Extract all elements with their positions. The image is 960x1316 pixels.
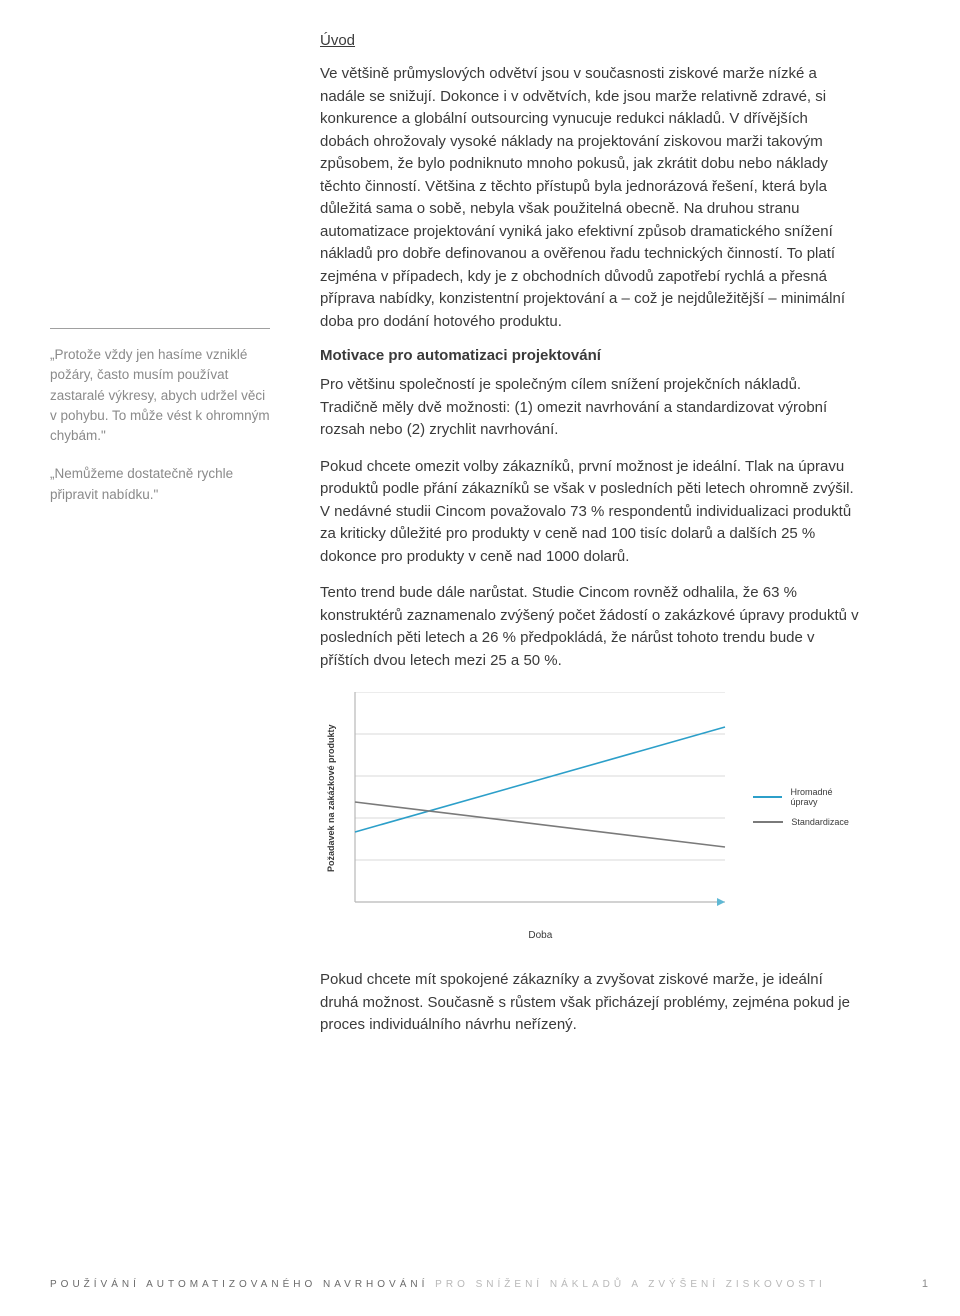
- footer-text: POUŽÍVÁNÍ AUTOMATIZOVANÉHO NAVRHOVÁNÍ PR…: [50, 1279, 826, 1290]
- legend-label: Standardizace: [791, 817, 849, 827]
- paragraph-intro: Ve většině průmyslových odvětví jsou v s…: [320, 63, 860, 333]
- sidebar-rule: [50, 328, 270, 329]
- paragraph-2: Pro většinu společností je společným cíl…: [320, 374, 860, 442]
- chart-ylabel-column: Požadavek na zakázkové produkty: [320, 692, 345, 941]
- footer-part-1: POUŽÍVÁNÍ AUTOMATIZOVANÉHO NAVRHOVÁNÍ: [50, 1279, 428, 1290]
- legend-swatch: [753, 821, 783, 823]
- chart-plot-column: Doba: [345, 692, 735, 941]
- legend-row: Standardizace: [753, 817, 860, 827]
- pull-quote-1: „Protože vždy jen hasíme vzniklé požáry,…: [50, 345, 270, 446]
- main-column: Úvod Ve většině průmyslových odvětví jso…: [320, 0, 900, 1316]
- chart-legend: Hromadné úpravy Standardizace: [753, 787, 860, 941]
- footer-part-2: PRO SNÍŽENÍ NÁKLADŮ A ZVÝŠENÍ ZISKOVOSTI: [428, 1279, 825, 1290]
- chart-container: Požadavek na zakázkové produkty Doba Hro…: [320, 692, 860, 941]
- chart-x-axis-label: Doba: [345, 930, 735, 941]
- legend-swatch: [753, 796, 782, 798]
- page-container: „Protože vždy jen hasíme vzniklé požáry,…: [0, 0, 960, 1316]
- chart-plot-area: [345, 692, 735, 922]
- chart-y-axis-label: Požadavek na zakázkové produkty: [326, 724, 336, 872]
- legend-label: Hromadné úpravy: [790, 787, 860, 807]
- page-number: 1: [922, 1278, 928, 1290]
- legend-row: Hromadné úpravy: [753, 787, 860, 807]
- paragraph-5: Pokud chcete mít spokojené zákazníky a z…: [320, 969, 860, 1037]
- paragraph-4: Tento trend bude dále narůstat. Studie C…: [320, 582, 860, 672]
- section-heading: Úvod: [320, 32, 860, 49]
- sidebar: „Protože vždy jen hasíme vzniklé požáry,…: [0, 0, 320, 1316]
- pull-quote-2: „Nemůžeme dostatečně rychle připravit na…: [50, 464, 270, 505]
- subsection-heading: Motivace pro automatizaci projektování: [320, 347, 860, 364]
- paragraph-3: Pokud chcete omezit volby zákazníků, prv…: [320, 456, 860, 569]
- line-chart: [345, 692, 735, 912]
